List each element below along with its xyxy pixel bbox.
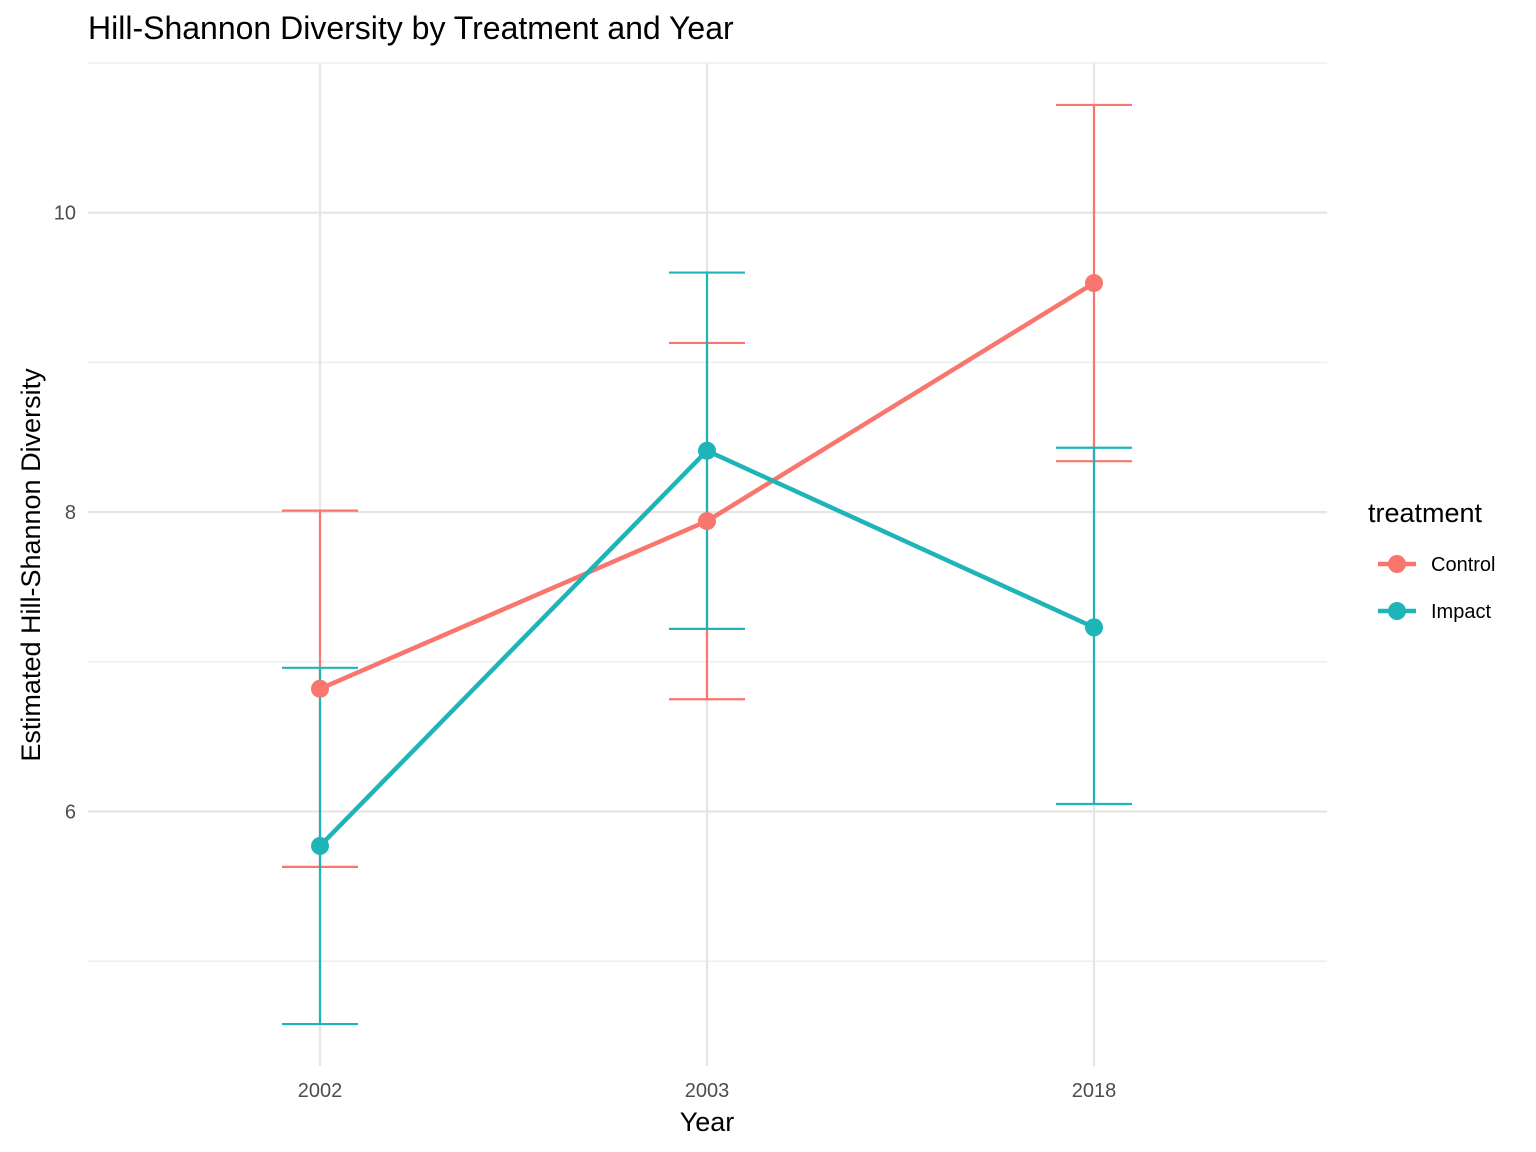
- legend-label: Impact: [1431, 601, 1491, 623]
- data-point-impact: [311, 836, 329, 855]
- data-point-control: [698, 512, 716, 531]
- x-tick-label: 2003: [685, 1080, 730, 1102]
- legend-key-point: [1388, 602, 1406, 620]
- x-tick-label: 2018: [1072, 1080, 1117, 1102]
- y-tick-label: 8: [65, 502, 76, 524]
- legend-title: treatment: [1368, 498, 1483, 528]
- legend: treatment Control Impact: [1368, 498, 1495, 623]
- x-axis-title: Year: [680, 1107, 735, 1137]
- legend-item-impact: Impact: [1378, 601, 1491, 623]
- legend-item-control: Control: [1378, 554, 1495, 576]
- y-tick-label: 6: [65, 802, 76, 824]
- data-point-control: [311, 679, 329, 698]
- series-layer: [282, 103, 1132, 1026]
- x-axis-ticks: 2002 2003 2018: [298, 1080, 1117, 1102]
- data-point-control: [1085, 274, 1103, 293]
- y-axis-ticks: 6 8 10: [54, 203, 76, 824]
- data-point-impact: [698, 441, 716, 460]
- y-axis-title: Estimated Hill-Shannon Diversity: [16, 368, 46, 762]
- chart-title: Hill-Shannon Diversity by Treatment and …: [88, 10, 734, 46]
- y-tick-label: 10: [54, 203, 76, 225]
- legend-label: Control: [1431, 554, 1495, 576]
- data-point-impact: [1085, 618, 1103, 637]
- legend-key-point: [1388, 555, 1406, 573]
- x-tick-label: 2002: [298, 1080, 343, 1102]
